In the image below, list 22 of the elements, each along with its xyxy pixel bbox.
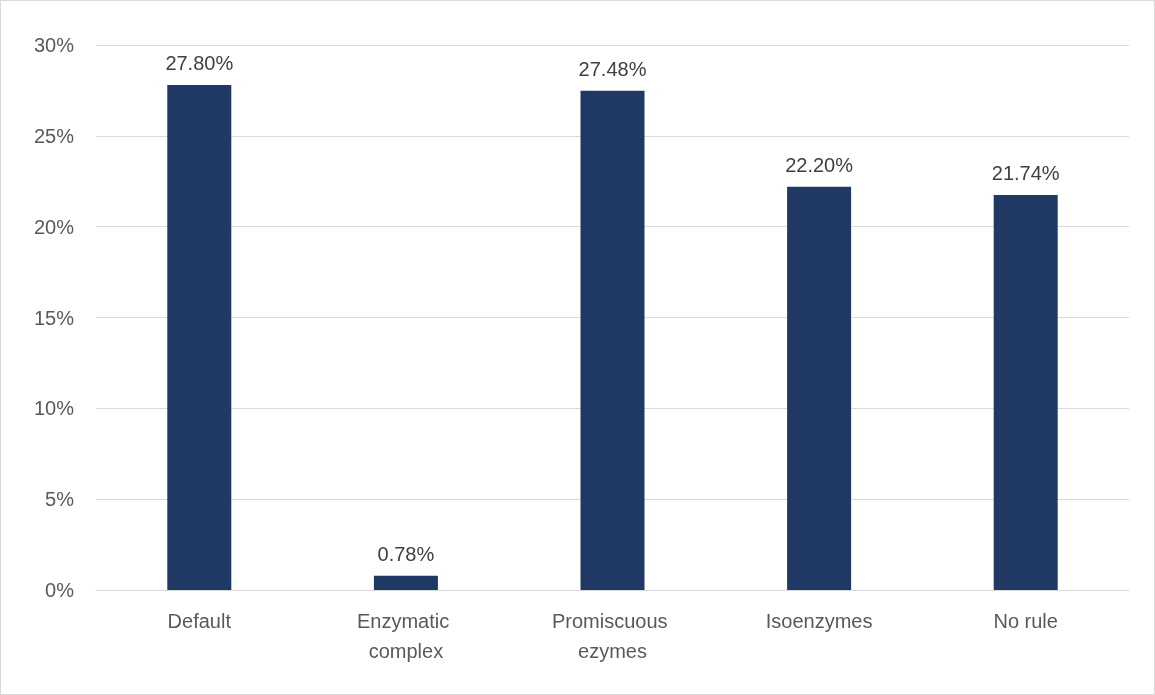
bar [167, 84, 232, 590]
y-tick-label: 5% [45, 488, 75, 511]
y-tick-label: 10% [33, 397, 75, 420]
y-tick-label: 20% [33, 215, 75, 238]
bar [787, 186, 852, 590]
data-label: 27.80% [165, 51, 234, 74]
data-label: 0.78% [377, 542, 435, 565]
x-tick-label: Enzymatic complex [356, 610, 455, 662]
x-tick-label: Isoenzymes [765, 610, 873, 632]
x-tick-label: Default [167, 610, 232, 632]
y-tick-label: 25% [33, 124, 75, 147]
y-tick-label: 0% [45, 579, 75, 601]
y-tick-label: 15% [33, 306, 75, 329]
x-tick-label: Promiscuous ezymes [551, 610, 674, 662]
bar [580, 90, 645, 590]
data-label: 27.48% [578, 57, 647, 80]
data-label: 21.74% [991, 162, 1060, 185]
bar [373, 575, 438, 590]
data-label: 22.20% [785, 153, 854, 176]
x-tick-label: No rule [993, 610, 1058, 632]
bar [993, 195, 1058, 590]
y-tick-label: 30% [33, 34, 75, 56]
